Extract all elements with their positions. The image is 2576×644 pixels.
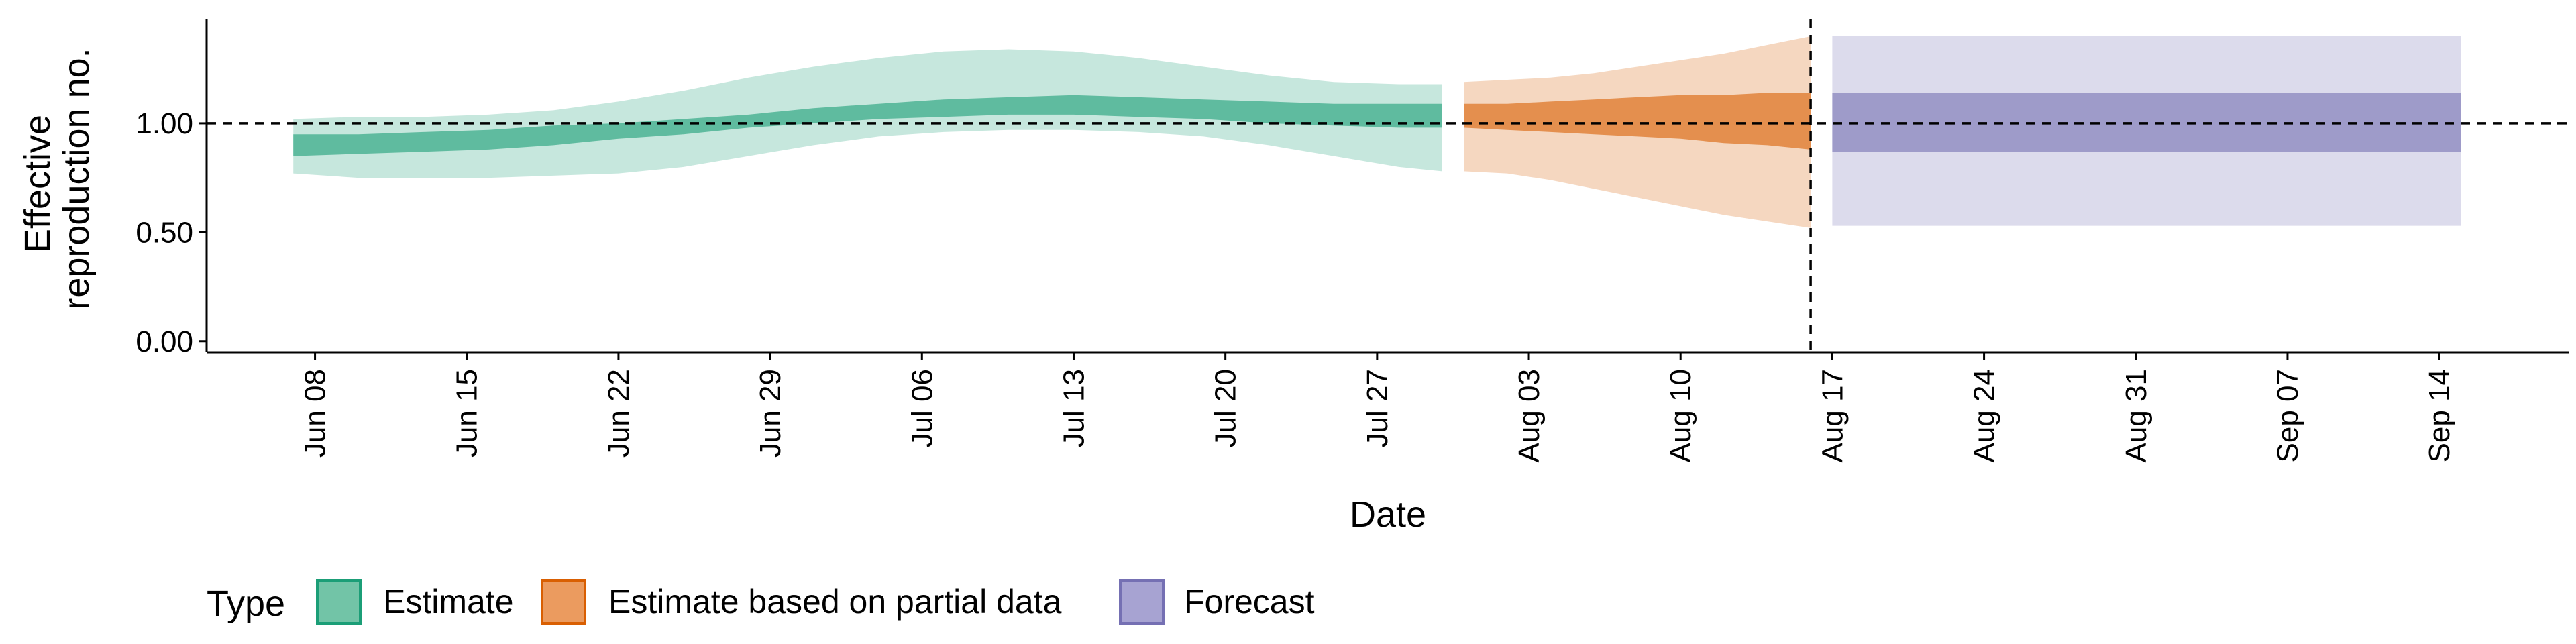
legend-label: Estimate based on partial data <box>608 583 1062 621</box>
x-tick-label: Jun 15 <box>451 369 484 458</box>
legend-label: Estimate <box>383 583 514 621</box>
x-tick-label: Jul 20 <box>1210 369 1242 447</box>
legend-label: Forecast <box>1184 583 1315 621</box>
x-tick-label: Jun 08 <box>299 369 332 458</box>
legend-key <box>316 579 362 625</box>
x-tick-label: Jul 06 <box>906 369 938 447</box>
x-tick-label: Jun 22 <box>602 369 635 458</box>
y-axis-title-line-1: Effective <box>17 115 58 253</box>
estimate-inner-band <box>293 95 1442 156</box>
x-tick-label: Sep 14 <box>2423 369 2456 462</box>
estimate-based-on-partial-data-inner-band <box>1464 93 1811 150</box>
x-tick-label: Aug 24 <box>1968 369 2001 462</box>
x-tick-label: Sep 07 <box>2271 369 2304 462</box>
y-axis-title-line-2: reproduction no. <box>56 48 97 309</box>
y-tick-label: 1.00 <box>136 107 193 140</box>
x-tick-label: Jul 13 <box>1058 369 1091 447</box>
plot-bands <box>293 36 2461 228</box>
x-tick-label: Jul 27 <box>1361 369 1394 447</box>
reference-lines <box>207 19 2569 352</box>
axes: 0.00 0.50 1.00 Jun 08 Jun 15 Jun 22 Jun 29 Jul… <box>136 19 2569 462</box>
y-ticks: 0.00 0.50 1.00 <box>136 107 207 358</box>
y-tick-label: 0.00 <box>136 325 193 358</box>
legend-title: Type <box>207 584 285 624</box>
legend: Type Estimate Estimate based on partial d… <box>207 579 1315 625</box>
legend-key <box>1119 579 1165 625</box>
legend-key <box>541 579 586 625</box>
x-axis-title: Date <box>1350 494 1426 535</box>
y-tick-label: 0.50 <box>136 216 193 249</box>
x-tick-label: Aug 10 <box>1664 369 1697 462</box>
x-tick-label: Aug 17 <box>1816 369 1849 462</box>
x-tick-label: Aug 31 <box>2120 369 2153 462</box>
y-axis-title: Effective reproduction no. <box>17 48 97 309</box>
x-tick-label: Aug 03 <box>1513 369 1546 462</box>
x-tick-label: Jun 29 <box>754 369 787 458</box>
x-ticks: Jun 08 Jun 15 Jun 22 Jun 29 Jul 06 Jul 13 Jul … <box>299 352 2456 462</box>
